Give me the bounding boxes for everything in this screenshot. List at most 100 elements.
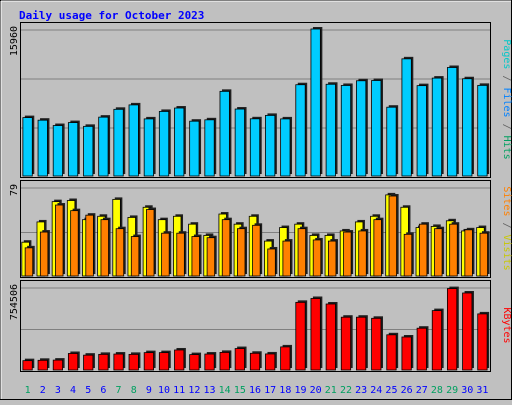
bar-hits-day-25 <box>386 106 397 177</box>
day-label-4: 4 <box>70 385 76 396</box>
bar-sites-day-13 <box>206 237 216 277</box>
bar-kbytes-day-24 <box>371 317 382 371</box>
bar-sites-day-18 <box>282 240 291 277</box>
panel-hits-files-ymax-label: 15960 <box>9 26 20 56</box>
day-label-17: 17 <box>264 385 276 396</box>
bar-hits-day-3 <box>52 125 64 177</box>
bar-sites-day-24 <box>373 219 382 277</box>
bar-kbytes-day-28 <box>431 310 443 371</box>
day-label-1: 1 <box>25 385 31 396</box>
bar-sites-day-4 <box>70 210 79 277</box>
bar-kbytes-day-22 <box>340 316 352 371</box>
day-label-7: 7 <box>116 385 122 396</box>
axis-label-part: / <box>501 118 512 136</box>
bar-kbytes-day-19 <box>295 301 306 371</box>
bar-kbytes-day-27 <box>416 327 427 371</box>
axis-label-part: / <box>501 216 512 234</box>
bar-sites-day-6 <box>100 219 109 277</box>
bar-kbytes-day-10 <box>158 352 170 371</box>
bar-kbytes-day-31 <box>477 313 488 371</box>
bar-hits-day-19 <box>295 84 306 177</box>
bar-kbytes-day-1 <box>22 360 33 371</box>
bar-kbytes-day-13 <box>204 353 215 371</box>
bar-hits-day-29 <box>446 67 458 177</box>
bar-hits-day-27 <box>416 85 427 177</box>
bar-sites-day-21 <box>327 240 337 277</box>
day-label-13: 13 <box>203 385 215 396</box>
day-label-21: 21 <box>325 385 337 396</box>
bar-sites-day-3 <box>55 204 64 277</box>
bar-hits-day-6 <box>98 116 109 177</box>
bar-kbytes-day-11 <box>174 349 185 371</box>
bar-hits-day-5 <box>83 125 94 177</box>
day-label-12: 12 <box>188 385 200 396</box>
bar-sites-day-14 <box>221 219 231 277</box>
day-label-30: 30 <box>461 385 473 396</box>
panel-visits-sites-ymax-label: 79 <box>9 184 20 196</box>
bar-sites-day-11 <box>176 232 185 277</box>
bar-hits-day-10 <box>158 111 170 177</box>
bar-hits-day-28 <box>431 77 443 177</box>
bar-sites-day-20 <box>312 239 322 277</box>
bar-kbytes-day-3 <box>52 359 64 371</box>
bar-kbytes-day-14 <box>219 351 230 371</box>
bar-hits-day-14 <box>219 90 230 177</box>
bar-kbytes-day-25 <box>386 334 397 371</box>
panel-kbytes-ymax-label: 754506 <box>9 284 20 320</box>
axis-label-part: Hits <box>501 136 512 160</box>
bar-kbytes-day-16 <box>249 352 261 371</box>
bar-sites-day-19 <box>297 228 307 277</box>
bar-hits-day-2 <box>37 119 48 177</box>
bar-kbytes-day-20 <box>310 298 321 371</box>
bar-sites-day-9 <box>146 209 155 277</box>
bar-hits-day-16 <box>249 118 261 177</box>
bar-sites-day-17 <box>267 248 276 277</box>
bar-kbytes-day-8 <box>128 353 139 371</box>
bar-hits-day-26 <box>401 58 412 177</box>
bar-kbytes-day-23 <box>356 316 367 371</box>
panel-hits-files-axis-label: Pages / Files / Hits <box>501 39 512 159</box>
bar-kbytes-day-2 <box>37 359 48 371</box>
bar-hits-day-21 <box>325 83 336 177</box>
bar-sites-day-8 <box>130 236 140 277</box>
day-label-6: 6 <box>100 385 106 396</box>
bar-hits-day-7 <box>113 108 124 177</box>
bar-kbytes-day-18 <box>280 346 291 371</box>
bar-hits-day-8 <box>128 104 139 177</box>
day-label-10: 10 <box>158 385 170 396</box>
day-label-26: 26 <box>401 385 413 396</box>
axis-label-part: KBytes <box>501 307 512 343</box>
day-label-24: 24 <box>370 385 382 396</box>
day-label-2: 2 <box>40 385 46 396</box>
bar-sites-day-23 <box>358 230 367 277</box>
bar-sites-day-5 <box>85 214 94 277</box>
bar-kbytes-day-4 <box>67 353 79 371</box>
day-label-9: 9 <box>146 385 152 396</box>
bar-sites-day-25 <box>388 195 398 277</box>
axis-label-part: Sites <box>501 186 512 216</box>
bar-hits-day-18 <box>280 118 291 177</box>
bar-sites-day-2 <box>39 231 49 277</box>
bar-hits-day-31 <box>477 84 488 177</box>
axis-label-part: Pages <box>501 39 512 69</box>
day-label-14: 14 <box>219 385 231 396</box>
bar-hits-day-1 <box>22 117 33 177</box>
day-label-15: 15 <box>234 385 246 396</box>
bar-kbytes-day-30 <box>462 292 473 371</box>
bar-hits-day-12 <box>189 120 200 177</box>
bar-sites-day-22 <box>343 231 352 277</box>
day-label-31: 31 <box>476 385 488 396</box>
bar-kbytes-day-12 <box>189 354 200 371</box>
bar-kbytes-day-29 <box>446 288 458 371</box>
day-label-27: 27 <box>416 385 428 396</box>
bar-sites-day-15 <box>237 228 246 277</box>
bar-sites-day-1 <box>24 247 34 277</box>
day-label-8: 8 <box>131 385 137 396</box>
day-label-19: 19 <box>294 385 306 396</box>
bar-sites-day-10 <box>161 232 170 277</box>
day-label-16: 16 <box>249 385 261 396</box>
bar-hits-day-9 <box>143 118 154 177</box>
bar-sites-day-7 <box>115 228 125 277</box>
